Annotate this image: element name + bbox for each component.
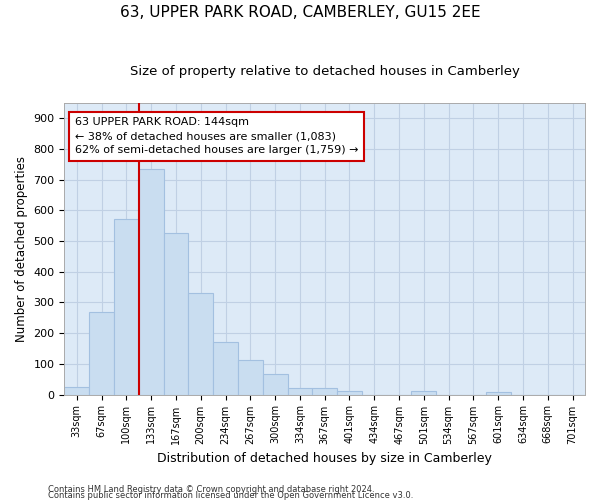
Bar	[139, 169, 164, 394]
Y-axis label: Number of detached properties: Number of detached properties	[15, 156, 28, 342]
Bar	[238, 360, 263, 394]
Text: Contains HM Land Registry data © Crown copyright and database right 2024.: Contains HM Land Registry data © Crown c…	[48, 485, 374, 494]
Bar	[412, 392, 436, 394]
Text: 63 UPPER PARK ROAD: 144sqm
← 38% of detached houses are smaller (1,083)
62% of s: 63 UPPER PARK ROAD: 144sqm ← 38% of deta…	[75, 118, 358, 156]
Text: Contains public sector information licensed under the Open Government Licence v3: Contains public sector information licen…	[48, 491, 413, 500]
Title: Size of property relative to detached houses in Camberley: Size of property relative to detached ho…	[130, 65, 520, 78]
Bar	[313, 388, 337, 394]
X-axis label: Distribution of detached houses by size in Camberley: Distribution of detached houses by size …	[157, 452, 492, 465]
Bar	[64, 387, 89, 394]
Bar	[287, 388, 313, 394]
Bar	[337, 390, 362, 394]
Text: 63, UPPER PARK ROAD, CAMBERLEY, GU15 2EE: 63, UPPER PARK ROAD, CAMBERLEY, GU15 2EE	[119, 5, 481, 20]
Bar	[164, 234, 188, 394]
Bar	[486, 392, 511, 394]
Bar	[213, 342, 238, 394]
Bar	[263, 374, 287, 394]
Bar	[188, 293, 213, 394]
Bar	[89, 312, 114, 394]
Bar	[114, 219, 139, 394]
